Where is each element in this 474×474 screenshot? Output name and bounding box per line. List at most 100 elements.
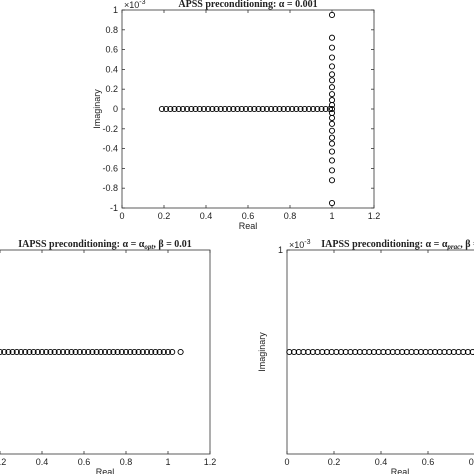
data-point [0,348,4,356]
data-point [297,105,304,113]
data-point [380,348,387,356]
data-point [284,105,291,113]
data-point [305,348,312,356]
data-point [205,105,212,113]
data-point [93,348,100,356]
exponent-power: -3 [139,0,145,6]
x-tick-label: 1 [165,457,170,467]
data-point [309,348,316,356]
y-tick-label: 0.4 [105,64,118,74]
data-point [152,348,159,356]
data-point [59,348,67,356]
data-point [175,105,182,113]
data-point [255,105,262,113]
data-point [192,105,199,113]
data-point [143,348,151,356]
x-tick-label: 0.8 [120,457,133,467]
x-tick-label: 0.8 [284,211,297,221]
data-point [328,44,336,51]
data-point [328,140,336,147]
data-point [9,348,16,356]
data-point [328,105,336,113]
x-tick-label: 0.6 [78,457,91,467]
subplot: 0 0.2 0.4 0.6 0.8 1 ×10-3 IAPSS preconditioning… [257,239,474,474]
data-point [328,54,336,61]
y-axis-label: Imaginary [92,89,102,129]
x-tick-label: 0.2 [0,457,6,467]
title-end: , β = 0.01 [153,239,191,250]
chart-title: IAPSS preconditioning: α = αopt, β = 0.0… [18,239,192,251]
title-end: , β = [460,239,474,250]
data-point [47,348,54,356]
data-point [72,348,79,356]
data-point [268,105,275,113]
data-point [22,348,29,356]
data-point [289,105,296,113]
data-point [106,348,113,356]
data-point [89,348,96,356]
x-tick-label: 0.6 [422,457,435,467]
data-point [408,348,415,356]
data-point [200,105,207,113]
data-point [417,348,425,356]
exponent-base: ×10 [124,0,139,10]
data-point [259,105,266,113]
data-point [328,34,336,41]
y-tick-label: -0.4 [102,144,118,154]
x-axis-label: Real [239,221,258,231]
data-point [230,105,237,113]
data-point [328,77,336,84]
exponent-power: -3 [304,239,310,246]
data-point [51,348,58,356]
data-point [328,71,336,78]
data-point [328,120,336,127]
data-point [196,105,203,113]
x-tick-label: 0.2 [158,211,171,221]
data-point [80,348,88,356]
data-point [314,348,321,356]
data-point [328,167,336,174]
data-point [413,348,420,356]
data-point [118,348,125,356]
y-tick-label: 0.8 [105,25,118,35]
data-point [318,105,325,113]
data-point [38,348,46,356]
data-point [305,105,312,113]
y-tick-label: 0 [113,104,118,114]
data-point [30,348,37,356]
data-point [97,348,104,356]
y-axis-label: Imaginary [257,332,267,372]
data-point [68,348,75,356]
data-point [347,348,354,356]
x-tick-label: 0.8 [469,457,474,467]
data-point [328,127,336,134]
title-text: IAPSS preconditioning: α = α [321,239,448,250]
data-point [464,348,472,356]
data-point [328,91,336,98]
data-point [384,348,392,356]
data-point [169,348,176,356]
data-point [394,348,401,356]
data-point [323,348,331,356]
x-tick-label: 0.4 [36,457,49,467]
title-subscript: opt [144,243,154,251]
data-point [139,348,146,356]
data-point [160,348,167,356]
y-tick-label: 0.6 [105,45,118,55]
data-point [431,348,439,356]
plot-area [121,9,375,209]
x-tick-label: 0.2 [328,457,341,467]
data-point [286,348,293,356]
data-point [422,348,429,356]
data-point [361,348,368,356]
data-point [55,348,62,356]
data-point [290,348,298,356]
data-point [403,348,410,356]
title-text: IAPSS preconditioning: α = α [18,239,145,250]
data-point [184,105,191,113]
data-point [399,348,406,356]
x-axis-label: Real [96,467,115,474]
data-point [156,348,163,356]
data-point [1,348,8,356]
